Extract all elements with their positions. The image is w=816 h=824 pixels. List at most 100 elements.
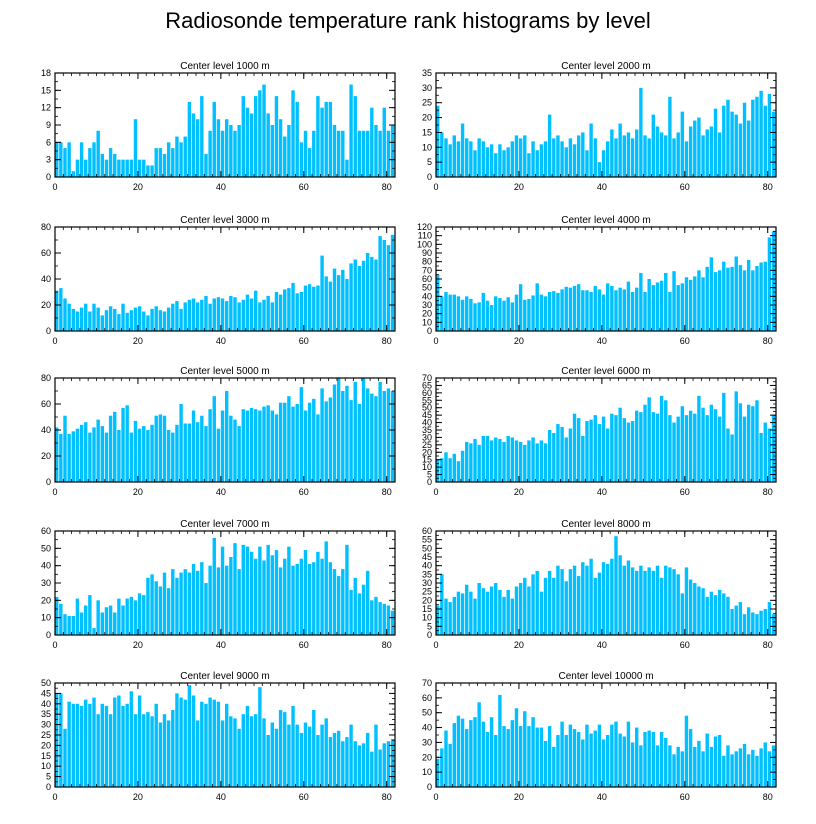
bar	[312, 398, 316, 482]
y-tick-label: 3	[46, 155, 51, 165]
bar	[125, 159, 129, 177]
bar	[129, 596, 134, 635]
bar	[270, 125, 275, 177]
bar	[353, 577, 357, 635]
y-tick-label: 10	[422, 462, 432, 472]
bar	[187, 299, 192, 331]
bar	[229, 716, 233, 787]
bar	[618, 287, 622, 331]
bar	[63, 728, 67, 787]
bar	[100, 153, 105, 177]
bar	[146, 165, 150, 177]
bar	[59, 433, 63, 482]
bar	[668, 567, 672, 635]
bar	[751, 270, 755, 331]
bar	[705, 733, 709, 787]
bar	[564, 581, 568, 635]
bar	[349, 263, 353, 331]
bar	[589, 419, 593, 482]
bar	[146, 577, 150, 635]
bar	[535, 283, 539, 331]
bar	[734, 256, 738, 331]
bar	[585, 150, 589, 177]
bar	[481, 588, 486, 635]
bar	[469, 141, 473, 177]
bar	[680, 406, 685, 482]
bar	[664, 737, 668, 787]
x-tick-label: 40	[216, 487, 226, 497]
bar	[137, 428, 142, 482]
bar	[527, 153, 531, 177]
bar	[117, 314, 121, 331]
bar	[225, 565, 229, 635]
bar	[655, 565, 660, 635]
bar	[386, 245, 391, 331]
y-tick-label: 50	[41, 543, 51, 553]
bar	[237, 125, 241, 177]
bar	[543, 740, 548, 787]
bar	[767, 428, 772, 482]
bar	[187, 685, 192, 787]
y-tick-label: 110	[418, 231, 432, 241]
bar	[659, 132, 664, 177]
bar	[485, 147, 490, 177]
bar	[183, 699, 187, 787]
bar	[361, 584, 366, 635]
bar	[722, 105, 726, 177]
bar	[452, 294, 456, 331]
bar	[63, 614, 67, 635]
bar	[717, 270, 722, 331]
bar	[568, 287, 573, 331]
bar	[730, 266, 734, 331]
bar	[225, 703, 229, 787]
bar	[659, 732, 664, 787]
bar	[589, 733, 593, 787]
bar	[701, 277, 705, 331]
bar	[601, 150, 606, 177]
bar	[390, 610, 395, 635]
bar	[722, 261, 726, 331]
bar	[502, 441, 506, 482]
bar	[448, 144, 452, 177]
bar	[386, 605, 391, 635]
bar	[324, 101, 328, 177]
bar	[444, 292, 448, 331]
bar	[374, 724, 378, 787]
bar	[489, 586, 494, 635]
bar	[220, 130, 225, 177]
bar	[67, 433, 71, 482]
bar	[585, 724, 589, 787]
y-tick-label: 20	[41, 451, 51, 461]
bar	[278, 119, 283, 177]
bar	[142, 714, 146, 787]
bar	[171, 432, 175, 482]
bar	[460, 123, 465, 177]
bar	[291, 282, 295, 331]
bar	[668, 745, 672, 787]
bar	[220, 720, 225, 787]
bar	[104, 310, 109, 331]
bar	[299, 558, 304, 635]
x-tick-label: 20	[514, 792, 524, 802]
y-tick-label: 25	[422, 98, 432, 108]
bar	[278, 567, 283, 635]
bar	[730, 754, 734, 787]
y-tick-label: 10	[422, 613, 432, 623]
bar	[436, 105, 440, 177]
bar	[336, 378, 341, 482]
bar	[195, 119, 200, 177]
y-tick-label: 40	[422, 418, 432, 428]
bar	[738, 748, 743, 787]
bar	[477, 444, 481, 482]
bar	[494, 296, 498, 331]
bar	[378, 602, 382, 635]
bar	[108, 148, 113, 177]
bar	[328, 737, 333, 787]
bar	[254, 96, 258, 177]
bar	[175, 693, 179, 787]
bar	[295, 404, 299, 482]
bar	[767, 602, 772, 635]
bar	[166, 307, 171, 331]
bar	[738, 123, 743, 177]
y-tick-label: 15	[41, 85, 51, 95]
